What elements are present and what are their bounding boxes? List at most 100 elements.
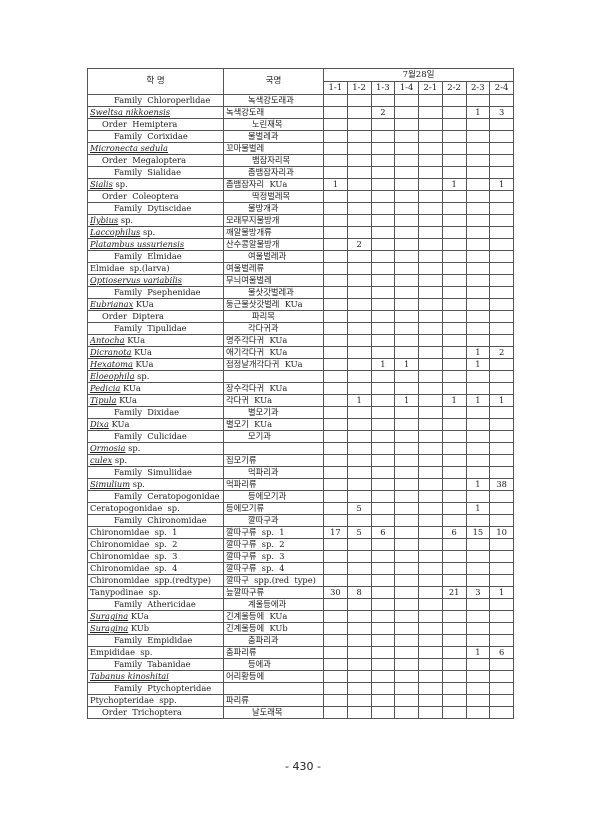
- table-row-family: Family Sialidae 좀뱀잠자리과: [87, 166, 514, 179]
- count-2-3: [465, 166, 491, 179]
- count-2-3: [465, 694, 491, 707]
- korean-name: 춤파리과: [223, 634, 324, 647]
- count-2-1: [418, 514, 443, 527]
- count-1-3: [370, 514, 396, 527]
- count-2-2: [441, 490, 467, 503]
- count-2-1: [418, 190, 443, 203]
- count-1-2: [346, 490, 372, 503]
- genus-italic: Optioservus variabilis: [90, 275, 182, 286]
- count-1-1: [323, 94, 348, 107]
- count-2-2: [441, 334, 467, 347]
- korean-name: 꼬마물벌레: [223, 142, 324, 155]
- scientific-name: Family Dytiscidae: [87, 202, 224, 215]
- count-2-1: [418, 406, 443, 419]
- count-2-2: [441, 562, 467, 575]
- count-1-1: [323, 346, 348, 359]
- count-1-4: [394, 430, 419, 443]
- count-1-4: [394, 142, 419, 155]
- name-suffix: Elmidae sp.(larva): [90, 263, 170, 274]
- count-1-1: 30: [323, 586, 348, 599]
- count-1-4: [394, 538, 419, 551]
- count-2-4: [489, 574, 514, 587]
- count-2-2: [441, 598, 467, 611]
- count-2-2: [441, 634, 467, 647]
- count-2-4: [489, 466, 514, 479]
- count-2-2: [441, 202, 467, 215]
- scientific-name: Chironomidae sp. 3: [87, 550, 224, 563]
- count-1-1: [323, 286, 348, 299]
- korean-name: 노린재목: [223, 118, 324, 131]
- count-1-2: 2: [346, 238, 372, 251]
- count-1-3: [370, 274, 396, 287]
- table-row-family: Family Culicidae 모기과: [87, 430, 514, 443]
- count-2-3: [465, 322, 491, 335]
- count-2-1: [418, 538, 443, 551]
- count-1-3: [370, 622, 396, 635]
- name-suffix: KUb: [128, 623, 150, 634]
- count-2-3: [465, 94, 491, 107]
- count-1-2: [346, 274, 372, 287]
- table-row-species: Dicranota KUa 애기각다귀 KUa 1 2: [87, 346, 514, 359]
- count-1-2: [346, 346, 372, 359]
- table-row-order: Order Trichoptera 날도래목: [87, 706, 514, 719]
- count-1-4: [394, 190, 419, 203]
- korean-name: 춤파리류: [223, 646, 324, 659]
- korean-name: 날도래목: [223, 706, 324, 719]
- scientific-name: Chironomidae sp. 4: [87, 562, 224, 575]
- count-1-2: [346, 94, 372, 107]
- scientific-name: Family Chironomidae: [87, 514, 224, 527]
- count-2-2: [441, 118, 467, 131]
- count-1-4: [394, 322, 419, 335]
- korean-name: 여울벌레과: [223, 250, 324, 263]
- count-1-3: [370, 646, 396, 659]
- count-1-1: [323, 358, 348, 371]
- count-1-1: [323, 598, 348, 611]
- count-1-3: [370, 670, 396, 683]
- count-2-1: [418, 130, 443, 143]
- count-2-2: [441, 130, 467, 143]
- count-1-4: [394, 226, 419, 239]
- table-row-family: Family Athericidae 계울등에과: [87, 598, 514, 611]
- scientific-name: Chironomidae sp. 1: [87, 526, 224, 539]
- table-row-species: Chironomidae sp. 3 깔따구류 sp. 3: [87, 550, 514, 563]
- count-2-3: [465, 118, 491, 131]
- count-1-2: [346, 418, 372, 431]
- count-2-2: [441, 454, 467, 467]
- scientific-name: Family Dixidae: [87, 406, 224, 419]
- count-1-3: [370, 562, 396, 575]
- count-1-1: [323, 514, 348, 527]
- count-2-2: 1: [441, 394, 467, 407]
- count-1-1: [323, 154, 348, 167]
- count-1-3: [370, 202, 396, 215]
- scientific-name: Optioservus variabilis: [87, 274, 224, 287]
- count-1-2: [346, 154, 372, 167]
- count-2-2: [441, 646, 467, 659]
- count-1-3: [370, 214, 396, 227]
- count-2-4: [489, 154, 514, 167]
- korean-name: 깔따구류 sp. 1: [223, 526, 324, 539]
- count-2-4: [489, 430, 514, 443]
- table-row-species: Laccophilus sp. 깨알물방개류: [87, 226, 514, 239]
- scientific-name: Chironomidae sp. 2: [87, 538, 224, 551]
- count-2-1: [418, 646, 443, 659]
- count-2-3: [465, 250, 491, 263]
- count-1-2: [346, 322, 372, 335]
- count-1-2: [346, 430, 372, 443]
- scientific-name: Empididae sp.: [87, 646, 224, 659]
- korean-name: [223, 370, 324, 383]
- count-2-1: [418, 106, 443, 119]
- count-1-2: [346, 118, 372, 131]
- count-2-1: [418, 94, 443, 107]
- count-2-2: [441, 298, 467, 311]
- count-2-3: 1: [465, 478, 491, 491]
- count-2-2: [441, 310, 467, 323]
- count-2-4: [489, 454, 514, 467]
- korean-name: 등에모기류: [223, 502, 324, 515]
- count-2-1: [418, 502, 443, 515]
- count-1-3: [370, 466, 396, 479]
- scientific-name: Order Trichoptera: [87, 706, 224, 719]
- scientific-name: Hexatoma KUa: [87, 358, 224, 371]
- count-1-4: [394, 670, 419, 683]
- table-row-species: Chironomidae sp. 2 깔따구류 sp. 2: [87, 538, 514, 551]
- count-2-4: [489, 322, 514, 335]
